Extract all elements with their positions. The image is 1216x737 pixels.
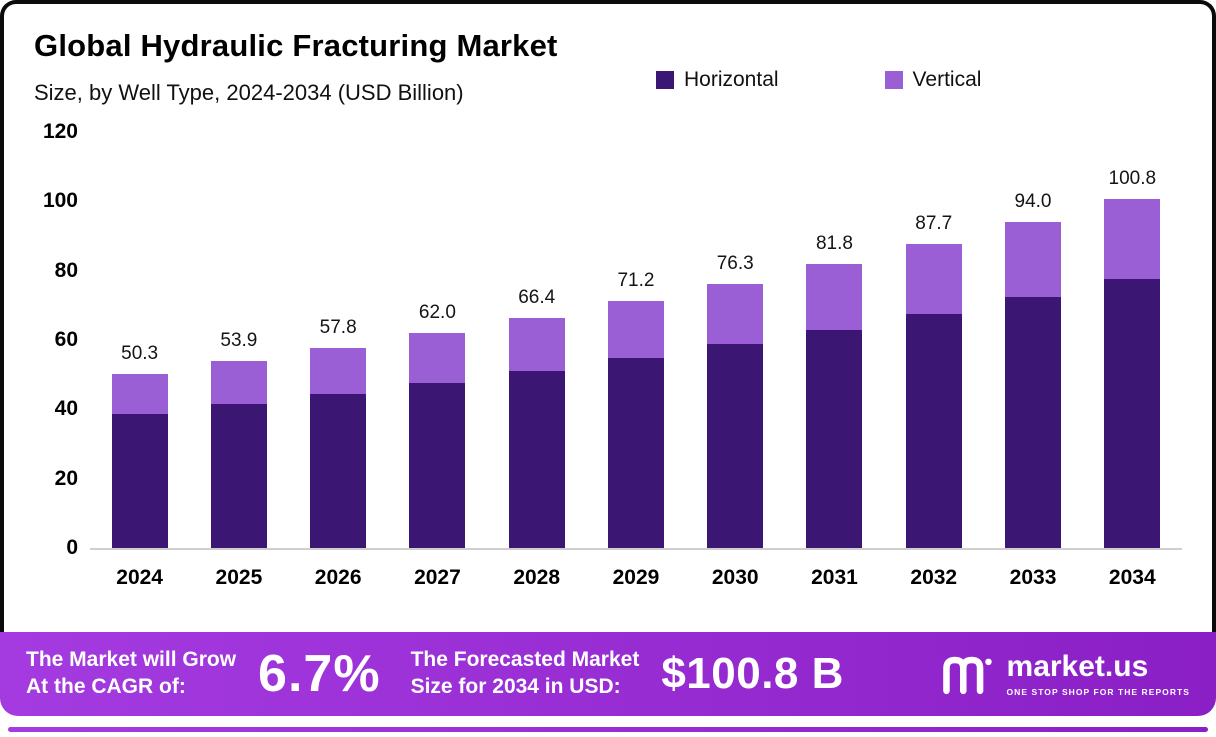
brand: market.us ONE STOP SHOP FOR THE REPORTS xyxy=(939,649,1190,697)
bar-2028: 66.4 xyxy=(508,287,565,548)
legend-label: Vertical xyxy=(912,68,982,91)
bar-2025: 53.9 xyxy=(210,330,267,548)
banner: The Market will Grow At the CAGR of: 6.7… xyxy=(0,632,1216,716)
forecast-label: The Forecasted Market Size for 2034 in U… xyxy=(411,647,640,701)
cagr-label: The Market will Grow At the CAGR of: xyxy=(26,647,236,701)
bar-segment-horizontal xyxy=(310,393,367,548)
chart-section: Global Hydraulic Fracturing Market Size,… xyxy=(0,0,1216,632)
bar-segment-vertical xyxy=(707,283,764,345)
bar-segment-horizontal xyxy=(905,314,962,548)
chart-legend: Horizontal Vertical xyxy=(656,68,981,92)
bar-segment-vertical xyxy=(111,373,168,414)
bar-2033: 94.0 xyxy=(1005,191,1062,548)
forecast-label-line2: Size for 2034 in USD: xyxy=(410,675,621,698)
bar-segment-vertical xyxy=(905,243,962,314)
cagr-label-line1: The Market will Grow xyxy=(26,648,237,672)
x-axis-label: 2024 xyxy=(116,566,163,589)
y-axis-tick: 20 xyxy=(54,466,78,490)
bar-2032: 87.7 xyxy=(905,213,962,548)
bars-container: 50.3 53.9 57.8 62.0 66.4 71.2 76.3 81.8 87.7 94.0… xyxy=(90,132,1182,550)
bar-segment-horizontal xyxy=(1104,279,1161,548)
bar-segment-horizontal xyxy=(409,382,466,548)
bar-total-label: 76.3 xyxy=(716,252,754,274)
x-axis-label: 2026 xyxy=(314,566,362,589)
plot-area: 0 20 40 60 80 100 120 50.3 53.9 57.8 62.0 66.4 71.2… xyxy=(34,120,1182,590)
bar-total-label: 81.8 xyxy=(815,233,853,255)
bar-total-label: 94.0 xyxy=(1014,191,1052,213)
bar-segment-vertical xyxy=(310,347,367,394)
bar-total-label: 87.7 xyxy=(915,212,953,234)
bar-total-label: 62.0 xyxy=(418,302,456,324)
bar-2024: 50.3 xyxy=(111,343,168,548)
bar-segment-vertical xyxy=(1005,222,1062,298)
chart-subtitle: Size, by Well Type, 2024-2034 (USD Billi… xyxy=(34,80,464,105)
bar-segment-horizontal xyxy=(806,329,863,548)
x-axis-label: 2032 xyxy=(910,566,958,589)
bar-segment-vertical xyxy=(806,264,863,330)
bar-2034: 100.8 xyxy=(1104,168,1161,548)
bottom-edge xyxy=(8,727,1208,732)
bar-segment-horizontal xyxy=(508,370,565,548)
y-axis-tick: 60 xyxy=(54,328,78,351)
cagr-value: 6.7% xyxy=(258,645,381,703)
y-axis-tick: 40 xyxy=(54,397,78,421)
y-axis-tick: 0 xyxy=(66,536,78,559)
bar-segment-horizontal xyxy=(111,413,168,548)
bar-total-label: 50.3 xyxy=(121,342,159,364)
bar-segment-vertical xyxy=(210,361,267,405)
bar-segment-horizontal xyxy=(607,358,664,548)
bar-2029: 71.2 xyxy=(607,270,664,548)
x-axis-label: 2027 xyxy=(414,566,461,589)
x-axis-label: 2031 xyxy=(811,566,858,589)
logo-dot xyxy=(984,658,992,666)
bar-segment-vertical xyxy=(508,317,565,371)
legend-swatch xyxy=(884,71,903,89)
chart-title: Global Hydraulic Fracturing Market xyxy=(34,28,558,63)
bar-segment-vertical xyxy=(1104,198,1161,279)
legend-label: Horizontal xyxy=(684,68,779,91)
bar-segment-horizontal xyxy=(707,344,764,548)
forecast-value: $100.8 B xyxy=(661,649,844,698)
x-axis-label: 2025 xyxy=(215,566,263,589)
x-axis-label: 2029 xyxy=(612,566,660,589)
x-axis-label: 2030 xyxy=(711,566,759,589)
x-axis-label: 2028 xyxy=(513,566,561,589)
bar-2031: 81.8 xyxy=(806,233,863,548)
legend-item-horizontal: Horizontal xyxy=(656,68,779,92)
bar-2030: 76.3 xyxy=(707,253,764,548)
legend-item-vertical: Vertical xyxy=(884,68,982,92)
marketus-logo-icon xyxy=(942,656,992,695)
y-axis-tick: 120 xyxy=(42,120,78,143)
forecast-label-line1: The Forecasted Market xyxy=(410,648,640,672)
bar-total-label: 57.8 xyxy=(319,316,357,338)
bar-segment-horizontal xyxy=(210,404,267,548)
y-axis-tick: 80 xyxy=(54,258,78,282)
x-axis: 2024 2025 2026 2027 2028 2029 2030 2031 2032 2033… xyxy=(90,566,1182,590)
cagr-label-line2: At the CAGR of: xyxy=(26,675,186,698)
bar-2026: 57.8 xyxy=(310,317,367,548)
brand-text: market.us ONE STOP SHOP FOR THE REPORTS xyxy=(1006,649,1190,697)
brand-tagline: ONE STOP SHOP FOR THE REPORTS xyxy=(1006,686,1190,697)
bar-segment-vertical xyxy=(409,333,466,383)
brand-name: market.us xyxy=(1006,649,1149,683)
y-axis-tick: 100 xyxy=(42,189,78,213)
bar-2027: 62.0 xyxy=(409,302,466,548)
x-axis-label: 2034 xyxy=(1108,566,1156,589)
bar-total-label: 53.9 xyxy=(220,330,258,352)
bar-total-label: 100.8 xyxy=(1108,167,1157,189)
bar-segment-vertical xyxy=(607,301,664,359)
plot-column: 50.3 53.9 57.8 62.0 66.4 71.2 76.3 81.8 87.7 94.0… xyxy=(90,132,1182,590)
y-axis: 0 20 40 60 80 100 120 xyxy=(34,120,90,559)
bar-total-label: 66.4 xyxy=(518,286,556,308)
legend-swatch xyxy=(656,71,674,89)
bar-segment-horizontal xyxy=(1005,297,1062,548)
x-axis-label: 2033 xyxy=(1009,566,1057,589)
bar-total-label: 71.2 xyxy=(617,270,655,292)
